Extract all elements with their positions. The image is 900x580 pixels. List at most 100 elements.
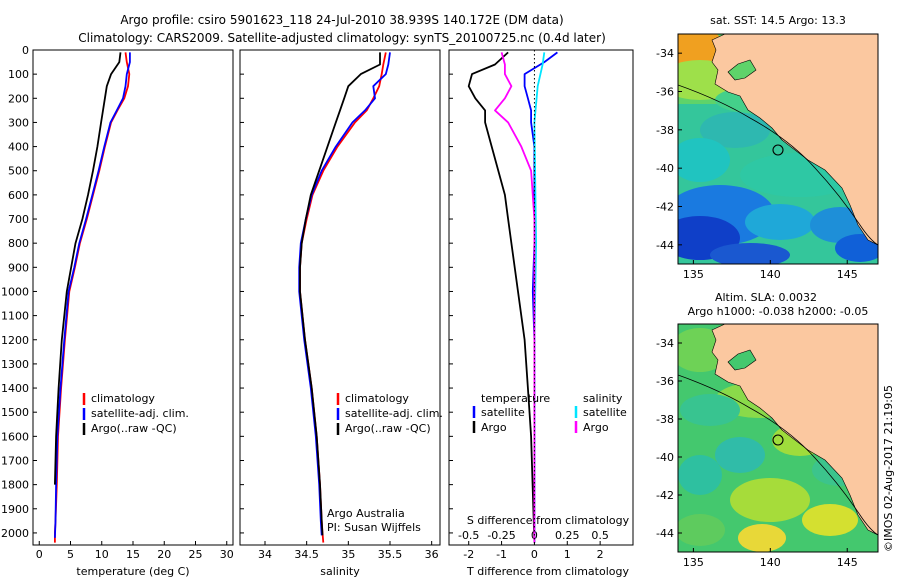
difference-xlabel-t: T difference from climatology: [466, 565, 629, 578]
map-lat-label: -44: [656, 239, 674, 252]
map-lon-label: 145: [837, 268, 858, 281]
x-tick-label: 1: [564, 548, 571, 561]
x-tick-label: 5: [67, 548, 74, 561]
x-tick-label: 34: [258, 548, 272, 561]
series-line-argo-raw-qc: [54, 52, 122, 485]
map-lat-label: -38: [656, 413, 674, 426]
x-tick-label: 30: [220, 548, 234, 561]
annotation-pi: PI: Susan Wijffels: [327, 521, 421, 534]
map-lat-label: -42: [656, 201, 674, 214]
map-lat-label: -36: [656, 375, 674, 388]
x-tick-label: 15: [126, 548, 140, 561]
depth-tick-label: 2000: [1, 527, 29, 540]
legend-label-temp-argo: Argo: [481, 421, 507, 434]
map-lon-label: 135: [683, 268, 704, 281]
depth-tick-label: 900: [8, 261, 29, 274]
legend-label-sal-argo: Argo: [583, 421, 609, 434]
depth-tick-label: 500: [8, 165, 29, 178]
series-line-argo-raw-qc: [299, 52, 381, 536]
salinity-xlabel: salinity: [320, 565, 360, 578]
depth-tick-label: 1200: [1, 334, 29, 347]
legend-label-sal-satellite: satellite: [583, 406, 627, 419]
map-lat-label: -34: [656, 47, 674, 60]
difference-legend: temperature salinity satellite Argo sate…: [472, 392, 627, 434]
legend-label-climatology: climatology: [91, 392, 155, 405]
salinity-panel-frame: [239, 49, 441, 546]
map-lat-label: -34: [656, 337, 674, 350]
salinity-profile-lines: [298, 52, 391, 543]
sla-map-frame: [677, 323, 879, 553]
depth-tick-label: 1000: [1, 285, 29, 298]
depth-tick-label: 1600: [1, 430, 29, 443]
map-lon-label: 140: [760, 268, 781, 281]
depth-tick-label: 0: [22, 44, 29, 57]
sst-map: [678, 34, 878, 264]
x2-tick-label: 0.25: [555, 529, 580, 542]
sla-map: [678, 324, 878, 552]
sst-land: [711, 34, 878, 246]
x-tick-label: 35.5: [378, 548, 403, 561]
x-tick-label: 35: [341, 548, 355, 561]
legend-label-climatology: climatology: [345, 392, 409, 405]
map-lat-label: -40: [656, 451, 674, 464]
x2-tick-label: -0.25: [487, 529, 515, 542]
profile-axes: 0100200300400500600700800900100011001200…: [1, 44, 609, 561]
x-tick-label: 2: [597, 548, 604, 561]
depth-tick-label: 200: [8, 92, 29, 105]
depth-tick-label: 1400: [1, 382, 29, 395]
sst-profile-marker: [772, 144, 784, 156]
depth-tick-label: 1300: [1, 358, 29, 371]
map-axes: -34 -36 -38 -40 -42 -44 135 140 145 -34 -36 -38 -40 -…: [656, 47, 858, 569]
x-tick-label: 20: [157, 548, 171, 561]
header-line2: Climatology: CARS2009. Satellite-adjuste…: [78, 31, 606, 45]
profile-series: [54, 51, 558, 543]
x-tick-label: 10: [95, 548, 109, 561]
map-lat-label: -42: [656, 489, 674, 502]
x-tick-label: -1: [496, 548, 507, 561]
temperature-profile-lines: [54, 52, 131, 543]
depth-tick-label: 1800: [1, 479, 29, 492]
legend-title-temperature: temperature: [481, 392, 550, 405]
legend-label-argo: Argo(..raw -QC): [345, 422, 431, 435]
legend-title-salinity: salinity: [583, 392, 623, 405]
sst-map-frame: [677, 33, 879, 265]
difference-xlabel-s: S difference from climatology: [467, 514, 630, 527]
sla-profile-marker: [772, 434, 784, 446]
map-lon-label: 145: [837, 556, 858, 569]
header-line1: Argo profile: csiro 5901623_118 24-Jul-2…: [120, 13, 563, 27]
depth-tick-label: 300: [8, 116, 29, 129]
legend-label-satellite: satellite-adj. clim.: [345, 407, 443, 420]
series-line-satellite-adj-clim: [54, 52, 131, 538]
temperature-legend: climatology satellite-adj. clim. Argo(..…: [82, 392, 189, 435]
x2-tick-label: -0.5: [458, 529, 479, 542]
temperature-xlabel: temperature (deg C): [76, 565, 189, 578]
x-tick-label: 34.5: [294, 548, 319, 561]
depth-tick-label: 700: [8, 213, 29, 226]
depth-tick-label: 1900: [1, 503, 29, 516]
sla-map-subtitle: Argo h1000: -0.038 h2000: -0.05: [688, 305, 869, 318]
map-lat-label: -36: [656, 86, 674, 99]
x-tick-label: 0: [36, 548, 43, 561]
annotation-argo-australia: Argo Australia: [327, 507, 405, 520]
legend-label-argo: Argo(..raw -QC): [91, 422, 177, 435]
x-tick-label: -2: [463, 548, 474, 561]
legend-label-temp-satellite: satellite: [481, 406, 525, 419]
depth-tick-label: 1100: [1, 310, 29, 323]
map-lon-label: 140: [760, 556, 781, 569]
series-line-salinity-argo: [494, 52, 536, 543]
sla-land: [711, 324, 878, 536]
sla-map-title: Altim. SLA: 0.0032: [715, 291, 817, 304]
depth-tick-label: 100: [8, 68, 29, 81]
difference-panel-frame: [448, 49, 634, 546]
x-tick-label: 25: [189, 548, 203, 561]
series-line-temperature-argo: [467, 51, 536, 543]
salinity-legend: climatology satellite-adj. clim. Argo(..…: [336, 392, 443, 435]
depth-tick-label: 600: [8, 189, 29, 202]
depth-tick-label: 1500: [1, 406, 29, 419]
depth-tick-label: 800: [8, 237, 29, 250]
legend-label-satellite: satellite-adj. clim.: [91, 407, 189, 420]
x-tick-label: 36: [425, 548, 439, 561]
map-lon-label: 135: [683, 556, 704, 569]
temperature-panel-frame: [32, 49, 234, 546]
